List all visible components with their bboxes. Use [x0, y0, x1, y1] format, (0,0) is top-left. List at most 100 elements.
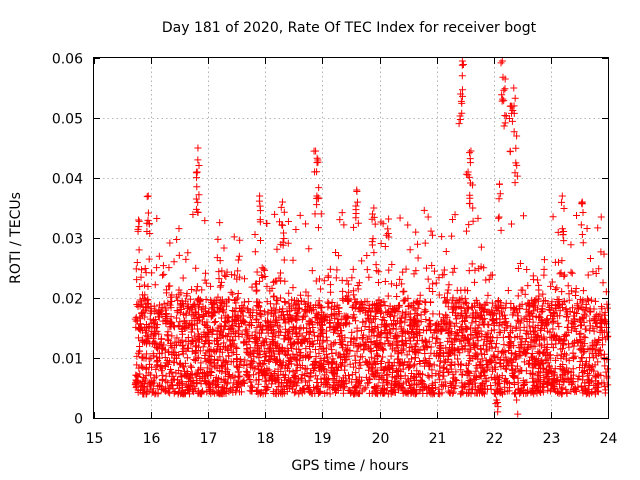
data-point — [281, 277, 289, 285]
data-point — [558, 350, 566, 358]
data-point — [175, 251, 183, 259]
data-point — [430, 361, 438, 369]
data-point — [539, 349, 547, 357]
data-point — [133, 276, 141, 284]
data-point — [372, 308, 380, 316]
data-point — [462, 362, 470, 370]
data-point — [163, 331, 171, 339]
data-point — [163, 286, 171, 294]
data-point — [463, 325, 471, 333]
data-point — [414, 304, 422, 312]
data-point — [349, 265, 357, 273]
data-point — [216, 322, 224, 330]
data-point — [260, 265, 268, 273]
data-point — [253, 268, 261, 276]
data-point — [222, 377, 230, 385]
data-point — [404, 294, 412, 302]
data-point — [255, 354, 263, 362]
data-point — [374, 369, 382, 377]
data-point — [453, 377, 461, 385]
data-point — [141, 264, 149, 272]
data-point — [494, 403, 502, 411]
data-point — [365, 273, 373, 281]
data-point — [259, 339, 267, 347]
data-point — [429, 231, 437, 239]
data-point — [396, 275, 404, 283]
data-point — [205, 379, 213, 387]
data-point — [274, 383, 282, 391]
data-point — [227, 323, 235, 331]
data-point — [232, 362, 240, 370]
data-point — [180, 317, 188, 325]
data-point — [196, 372, 204, 380]
data-point — [532, 355, 540, 363]
data-point — [194, 156, 202, 164]
data-point — [320, 277, 328, 285]
data-point — [447, 383, 455, 391]
data-point — [220, 389, 228, 397]
data-point — [179, 341, 187, 349]
data-point — [216, 353, 224, 361]
data-point — [167, 365, 175, 373]
data-point — [365, 333, 373, 341]
data-point — [370, 332, 378, 340]
data-point — [220, 308, 228, 316]
data-point — [585, 297, 593, 305]
data-point — [575, 373, 583, 381]
data-point — [240, 303, 248, 311]
data-point — [537, 308, 545, 316]
data-point — [281, 316, 289, 324]
data-point — [135, 347, 143, 355]
data-point — [513, 396, 521, 404]
data-point — [427, 227, 435, 235]
data-point — [435, 371, 443, 379]
data-point — [385, 328, 393, 336]
data-point — [532, 382, 540, 390]
data-point — [557, 345, 565, 353]
data-point — [555, 300, 563, 308]
data-point — [191, 357, 199, 365]
data-point — [557, 354, 565, 362]
data-point — [569, 320, 577, 328]
data-point — [240, 338, 248, 346]
data-point — [135, 216, 143, 224]
data-point — [554, 228, 562, 236]
data-point — [601, 383, 609, 391]
data-point — [367, 353, 375, 361]
data-point — [263, 282, 271, 290]
data-point — [415, 370, 423, 378]
data-point — [422, 316, 430, 324]
data-point — [326, 390, 334, 398]
data-point — [457, 361, 465, 369]
data-point — [253, 315, 261, 323]
data-point — [179, 330, 186, 338]
data-point — [436, 367, 444, 375]
data-point — [208, 369, 216, 377]
data-point — [302, 307, 310, 315]
data-point — [499, 347, 507, 355]
data-point — [477, 243, 485, 251]
data-point — [558, 198, 566, 206]
data-point — [548, 278, 556, 286]
x-tick-label: 24 — [600, 431, 618, 447]
data-point — [568, 269, 576, 277]
data-point — [210, 319, 218, 327]
data-point — [173, 293, 181, 301]
data-point — [364, 379, 372, 387]
data-point — [234, 368, 242, 376]
data-point — [479, 320, 487, 328]
data-point — [215, 307, 223, 315]
data-point — [590, 315, 598, 323]
data-point — [362, 384, 370, 392]
data-point — [220, 325, 228, 333]
data-point — [559, 384, 567, 392]
data-point — [516, 333, 524, 341]
data-point — [535, 281, 543, 289]
data-point — [194, 304, 202, 312]
data-point — [445, 349, 453, 357]
data-point — [339, 389, 347, 397]
data-point — [522, 329, 530, 337]
data-point — [150, 320, 158, 328]
data-point — [545, 376, 553, 384]
data-point — [316, 343, 324, 351]
